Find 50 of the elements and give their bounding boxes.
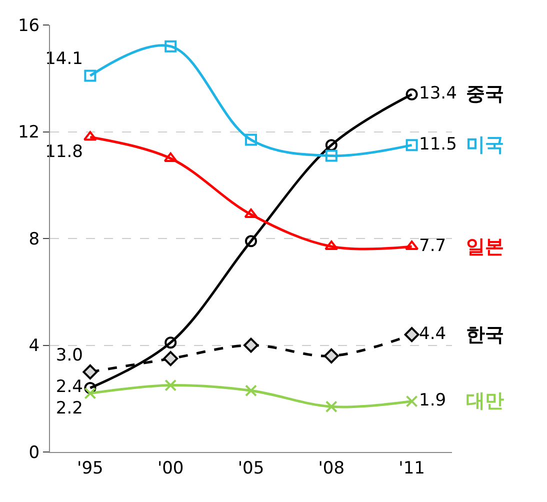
y-tick-label: 4 — [28, 336, 40, 356]
point — [82, 364, 98, 380]
data-label: 4.4 — [419, 324, 446, 344]
data-label: 7.7 — [419, 236, 446, 256]
point — [325, 139, 338, 152]
data-label: 2.4 — [56, 377, 83, 398]
data-label: 3.0 — [56, 345, 83, 366]
text: 대만 — [466, 390, 504, 412]
point — [84, 387, 96, 400]
point — [406, 139, 418, 152]
point — [325, 400, 338, 413]
data-label: 11.8 — [45, 142, 83, 162]
point — [325, 150, 338, 162]
text: 중국 — [466, 83, 504, 105]
point — [244, 208, 258, 218]
x-tick-label: '95 — [77, 458, 104, 478]
point — [245, 384, 257, 397]
data-label: 13.4 — [419, 84, 457, 104]
point — [84, 70, 96, 82]
data-label: 14.1 — [45, 49, 83, 70]
text: 한국 — [466, 324, 504, 346]
point — [245, 235, 257, 248]
point — [164, 40, 177, 52]
data-label: 2.2 — [56, 398, 83, 418]
data-label: 1.9 — [419, 390, 446, 411]
x-tick-label: '00 — [157, 458, 184, 478]
point — [164, 336, 177, 349]
point — [163, 351, 178, 366]
y-tick-label: 16 — [18, 16, 40, 36]
x-tick-label: '08 — [318, 458, 345, 478]
y-tick-label: 12 — [18, 122, 40, 143]
x-tick-label: '05 — [238, 458, 264, 478]
point — [405, 240, 419, 250]
point — [245, 134, 257, 146]
point — [83, 131, 97, 141]
y-tick-label: 8 — [28, 229, 40, 250]
point — [324, 240, 338, 250]
text: 미국 — [466, 134, 504, 156]
x-tick-label: '11 — [398, 458, 425, 478]
point — [404, 327, 420, 342]
point — [406, 88, 418, 100]
data-label: 11.5 — [419, 134, 457, 154]
y-tick-label: 0 — [28, 442, 40, 463]
point — [164, 152, 178, 162]
point — [164, 379, 177, 392]
text: 일본 — [466, 236, 504, 258]
point — [84, 382, 96, 394]
point — [244, 338, 258, 353]
point — [324, 348, 339, 364]
point — [406, 395, 418, 408]
